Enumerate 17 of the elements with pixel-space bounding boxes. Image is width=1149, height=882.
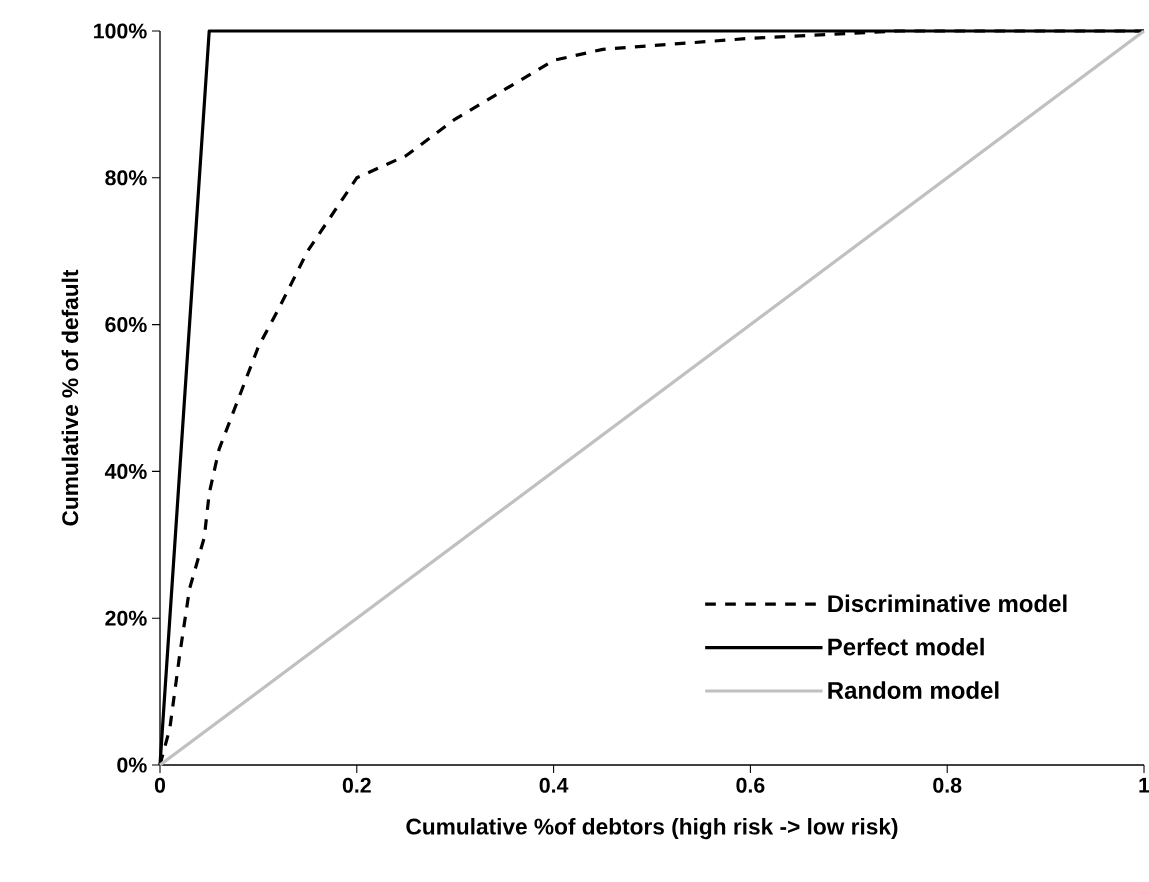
y-tick-label: 20% — [105, 610, 147, 626]
y-tick-label: 80% — [105, 170, 147, 186]
x-tick-label: 0.6 — [736, 777, 765, 793]
y-axis-title: Cumulative % of default — [61, 269, 79, 526]
x-tick-label: 1 — [1139, 777, 1149, 793]
x-tick-label: 0.8 — [933, 777, 962, 793]
legend-label: Random model — [828, 681, 999, 699]
y-tick-label: 0% — [117, 757, 147, 773]
y-tick-label: 100% — [94, 23, 147, 39]
y-tick-label: 40% — [104, 463, 147, 479]
y-tick-label: 60% — [105, 317, 147, 333]
x-tick-label: 0.4 — [539, 777, 569, 793]
legend-label: Discriminative model — [828, 594, 1067, 613]
x-tick-label: 0 — [154, 777, 166, 793]
x-tick-label: 0.2 — [342, 777, 371, 793]
x-axis-title: Cumulative %of debtors (high risk -> low risk) — [406, 817, 898, 840]
legend-label: Perfect model — [828, 637, 984, 656]
